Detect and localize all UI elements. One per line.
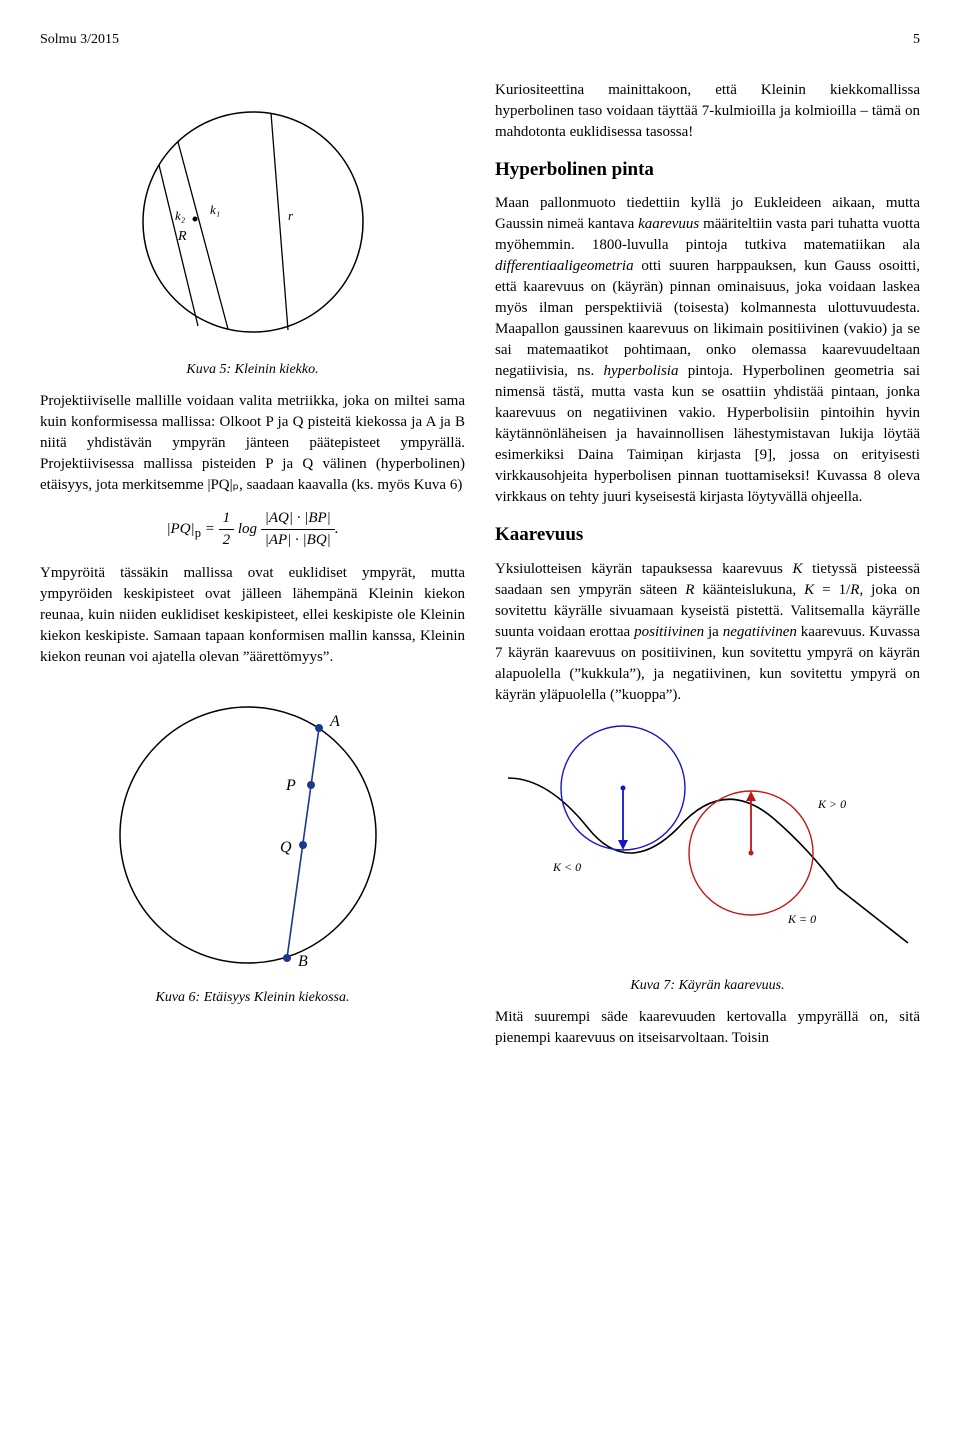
distance-formula: |PQ|p = 12 log |AQ| · |BP||AP| · |BQ|. (40, 508, 465, 551)
left-column: R k₂ k₁ r Kuva 5: Kleinin kiekko. Projek… (40, 80, 465, 1060)
klein-distance-diagram: A P Q B (113, 680, 393, 980)
hyperbolic-surface-heading: Hyperbolinen pinta (495, 157, 920, 184)
figure-6: A P Q B Kuva 6: Etäisyys Kleinin kiekoss… (40, 680, 465, 1008)
figure-7-caption: Kuva 7: Käyrän kaarevuus. (495, 976, 920, 996)
figure-5: R k₂ k₁ r Kuva 5: Kleinin kiekko. (40, 92, 465, 380)
label-P: P (285, 777, 296, 794)
curvature-heading: Kaarevuus (495, 522, 920, 549)
page-number: 5 (913, 30, 920, 50)
klein-disk-diagram: R k₂ k₁ r (123, 92, 383, 352)
figure-5-caption: Kuva 5: Kleinin kiekko. (40, 360, 465, 380)
label-k-neg: K < 0 (552, 860, 581, 874)
projective-metric-para: Projektiiviselle mallille voidaan valita… (40, 391, 465, 496)
surface-para: Maan pallonmuoto tiedettiin kyllä jo Euk… (495, 193, 920, 508)
right-column: Kuriositeettina mainittakoon, että Klein… (495, 80, 920, 1060)
label-B: B (298, 953, 308, 970)
label-R: R (177, 229, 187, 244)
figure-7: K < 0 K > 0 K = 0 Kuva 7: Käyrän kaarevu… (495, 718, 920, 996)
label-k-pos: K > 0 (817, 797, 846, 811)
curvature-diagram: K < 0 K > 0 K = 0 (498, 718, 918, 968)
label-k-zero: K = 0 (787, 912, 816, 926)
radius-para: Mitä suurempi säde kaarevuuden kertovall… (495, 1007, 920, 1049)
label-A: A (329, 713, 340, 730)
curvature-para: Yksiulotteisen käyrän tapauksessa kaarev… (495, 559, 920, 706)
curiosity-para: Kuriositeettina mainittakoon, että Klein… (495, 80, 920, 143)
header-left: Solmu 3/2015 (40, 30, 119, 50)
circles-para: Ympyröitä tässäkin mallissa ovat euklidi… (40, 563, 465, 668)
label-Q: Q (280, 839, 292, 856)
label-r: r (288, 208, 294, 223)
label-k1: k₁ (210, 202, 220, 217)
figure-6-caption: Kuva 6: Etäisyys Kleinin kiekossa. (40, 988, 465, 1008)
label-k2: k₂ (175, 208, 186, 223)
